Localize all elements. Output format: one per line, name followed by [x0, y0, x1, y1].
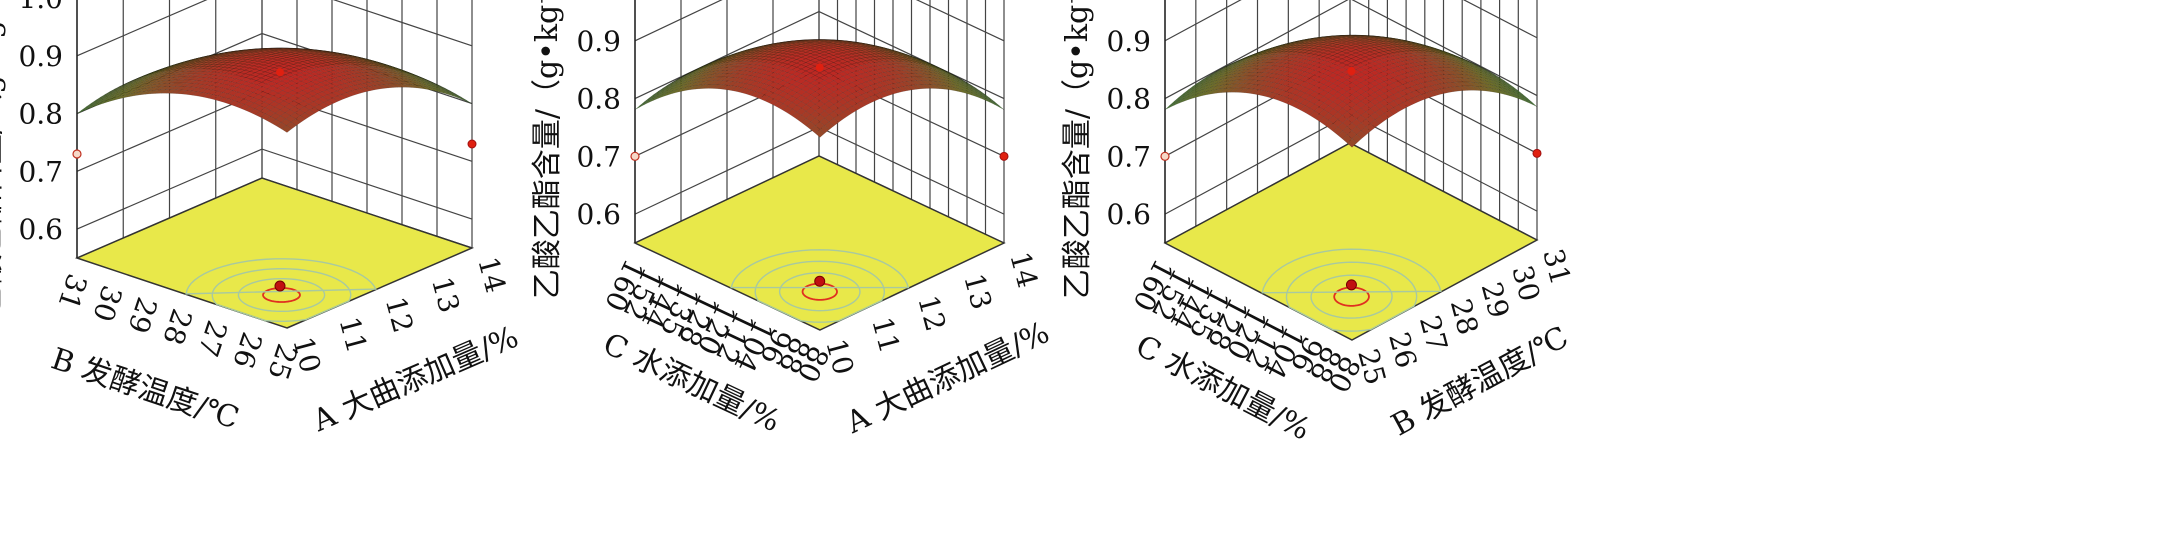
z-tick-label: 0.9 — [1106, 25, 1151, 58]
z-tick-label: 1.0 — [18, 0, 63, 15]
z-tick-label: 0.8 — [576, 83, 621, 116]
z-tick-label: 0.6 — [18, 213, 63, 246]
z-tick-label: 0.6 — [576, 198, 621, 231]
wall-gridline — [77, 0, 472, 56]
response-surface — [77, 48, 472, 133]
surface-cell — [1165, 103, 1174, 110]
y-tick-label: 26 — [226, 328, 269, 372]
design-point — [815, 276, 825, 286]
chart-panel-3: 0.60.70.80.91.0乙酸乙酯含量/（g•kg⁻¹）8088961041… — [1060, 0, 1577, 448]
z-tick-label: 0.6 — [1106, 198, 1151, 231]
y-tick-label: 28 — [156, 305, 199, 349]
y-tick-label: 27 — [191, 316, 234, 360]
design-point — [1346, 280, 1356, 290]
surface-cell — [1528, 100, 1537, 106]
design-point — [816, 64, 824, 72]
z-tick-label: 0.9 — [18, 40, 63, 73]
x-tick-label: 12 — [379, 293, 420, 336]
z-axis-label: 乙酸乙酯含量/（g•kg⁻¹） — [1060, 0, 1095, 299]
z-axis-label: 乙酸乙酯含量/（g•kg⁻¹） — [530, 0, 565, 299]
design-point — [1000, 152, 1008, 160]
chart-panel-2: 0.60.70.80.91.0乙酸乙酯含量/（g•kg⁻¹）8088961041… — [530, 0, 1055, 441]
z-tick-label: 0.8 — [1106, 83, 1151, 116]
design-point — [276, 68, 284, 76]
z-tick-label: 0.8 — [18, 98, 63, 131]
x-tick-label: 13 — [957, 270, 998, 313]
z-axis-label: 乙酸乙酯含量/（g•kg⁻¹） — [0, 0, 7, 314]
y-tick-label: 31 — [51, 270, 94, 314]
design-point — [631, 152, 639, 160]
design-point — [1533, 149, 1541, 157]
z-tick-label: 0.9 — [576, 25, 621, 58]
z-tick-label: 0.7 — [1106, 140, 1151, 173]
y-tick-label: 29 — [121, 293, 164, 337]
design-point — [1347, 67, 1355, 75]
x-tick-label: 11 — [865, 314, 906, 357]
z-tick-label: 0.7 — [18, 155, 63, 188]
design-point — [468, 140, 476, 148]
x-tick-label: 13 — [425, 273, 466, 316]
y-tick-label: 30 — [86, 281, 129, 325]
x-tick-label: 12 — [911, 292, 952, 335]
chart-panel-1: 0.60.70.80.91.0乙酸乙酯含量/（g•kg⁻¹）2526272829… — [0, 0, 524, 439]
x-tick-label: 14 — [471, 253, 512, 296]
design-point — [73, 150, 81, 158]
x-tick-label: 14 — [1003, 248, 1044, 291]
z-tick-label: 0.7 — [576, 140, 621, 173]
design-point — [1161, 152, 1169, 160]
x-tick-label: 11 — [332, 313, 373, 356]
design-point — [275, 281, 285, 291]
